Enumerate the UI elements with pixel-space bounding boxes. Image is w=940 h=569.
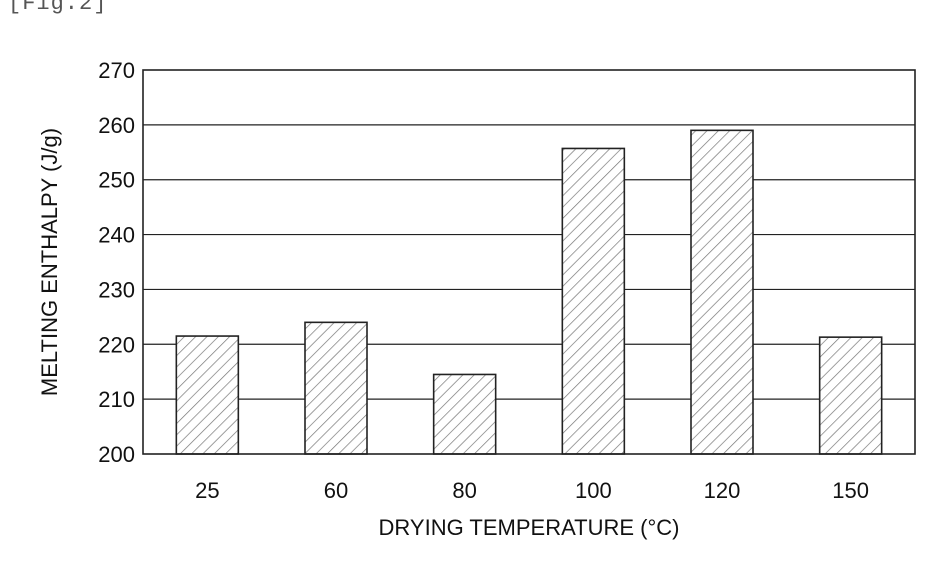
x-axis-title: DRYING TEMPERATURE (°C) <box>379 515 680 540</box>
y-tick-label: 260 <box>98 113 135 138</box>
bar-150 <box>820 337 882 454</box>
bar-25 <box>176 336 238 454</box>
y-tick-label: 210 <box>98 387 135 412</box>
y-tick-label: 250 <box>98 168 135 193</box>
y-tick-label: 220 <box>98 332 135 357</box>
bar-80 <box>434 374 496 454</box>
y-axis-ticks: 200 210 220 230 240 250 260 270 <box>98 58 135 467</box>
bars <box>176 130 881 454</box>
x-tick-label: 100 <box>575 478 612 503</box>
y-tick-label: 240 <box>98 223 135 248</box>
x-tick-label: 120 <box>704 478 741 503</box>
bar-120 <box>691 130 753 454</box>
x-tick-label: 80 <box>452 478 476 503</box>
x-axis-ticks: 25 60 80 100 120 150 <box>195 478 869 503</box>
y-tick-label: 200 <box>98 442 135 467</box>
plot-frame <box>143 70 915 454</box>
x-tick-label: 150 <box>832 478 869 503</box>
x-tick-label: 25 <box>195 478 219 503</box>
y-axis-title: MELTING ENTHALPY (J/g) <box>37 128 62 396</box>
bar-60 <box>305 322 367 454</box>
grid-lines <box>143 125 915 399</box>
bar-100 <box>562 148 624 454</box>
y-tick-label: 230 <box>98 277 135 302</box>
y-tick-label: 270 <box>98 58 135 83</box>
x-tick-label: 60 <box>324 478 348 503</box>
